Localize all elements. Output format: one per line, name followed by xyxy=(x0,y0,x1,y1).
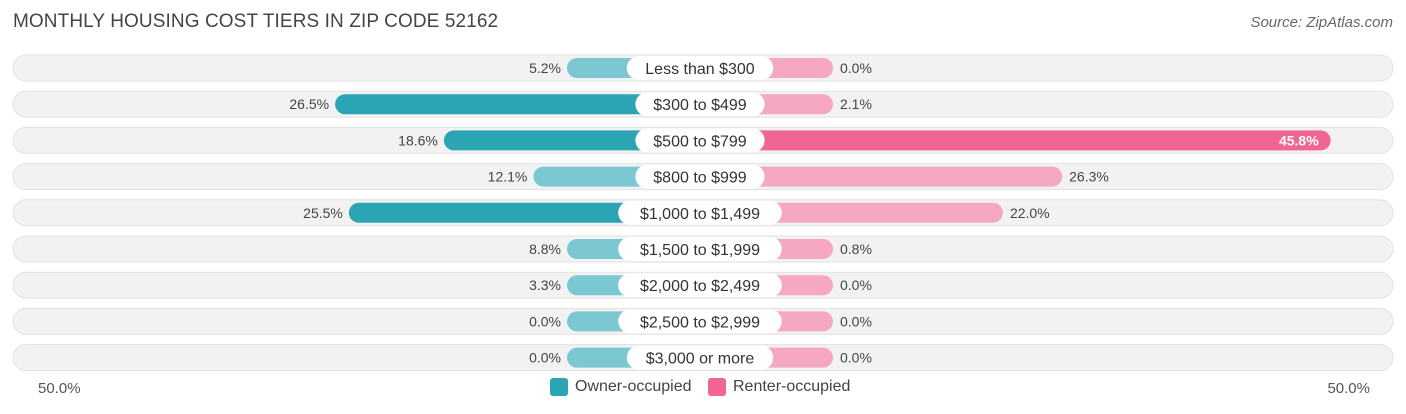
renter-value-label: 0.0% xyxy=(840,277,872,293)
category-label-pill xyxy=(626,345,774,370)
owner-value-label: 12.1% xyxy=(488,169,528,185)
category-label: $1,000 to $1,499 xyxy=(640,206,760,223)
category-label-pill xyxy=(635,92,765,117)
category-label-pill xyxy=(626,56,774,80)
renter-value-label: 22.0% xyxy=(1010,205,1050,221)
category-label: $500 to $799 xyxy=(653,133,747,150)
owner-bar xyxy=(348,202,700,223)
category-label: $2,500 to $2,999 xyxy=(640,314,760,331)
legend-label-owner: Owner-occupied xyxy=(575,378,692,395)
legend-item-owner: Owner-occupied xyxy=(550,378,692,396)
owner-value-label: 3.3% xyxy=(529,277,561,293)
owner-value-label: 25.5% xyxy=(303,205,343,221)
renter-value-label: 0.0% xyxy=(840,350,872,366)
renter-value-label: 0.0% xyxy=(840,60,872,76)
owner-value-label: 18.6% xyxy=(398,132,438,148)
category-label-pill xyxy=(635,164,765,189)
owner-value-label: 26.5% xyxy=(289,96,329,112)
category-label-pill xyxy=(618,237,782,261)
renter-bar xyxy=(700,166,1063,187)
category-label: $800 to $999 xyxy=(653,170,747,187)
legend-item-renter: Renter-occupied xyxy=(708,378,850,396)
legend-label-renter: Renter-occupied xyxy=(733,378,851,395)
owner-value-label: 0.0% xyxy=(529,350,561,366)
chart-title: MONTHLY HOUSING COST TIERS IN ZIP CODE 5… xyxy=(13,11,499,32)
renter-value-label: 0.0% xyxy=(840,313,872,329)
owner-bar xyxy=(335,94,700,115)
category-label-pill xyxy=(635,128,765,153)
renter-bar xyxy=(700,130,1331,151)
axis-left-label: 50.0% xyxy=(38,380,81,397)
owner-value-label: 8.8% xyxy=(529,241,561,257)
owner-value-label: 0.0% xyxy=(529,313,561,329)
renter-value-label: 26.3% xyxy=(1069,169,1109,185)
axis-right-label: 50.0% xyxy=(1327,380,1370,397)
legend: Owner-occupied Renter-occupied xyxy=(0,378,1406,400)
category-label-pill xyxy=(618,200,782,225)
category-label-pill xyxy=(618,309,782,334)
category-label: Less than $300 xyxy=(645,61,755,78)
owner-value-label: 5.2% xyxy=(529,60,561,76)
legend-swatch-renter xyxy=(708,378,726,396)
category-label-pill xyxy=(618,273,782,298)
renter-value-label: 45.8% xyxy=(1279,132,1319,148)
category-label: $1,500 to $1,999 xyxy=(640,242,760,259)
category-label: $2,000 to $2,499 xyxy=(640,278,760,295)
legend-swatch-owner xyxy=(550,378,568,396)
category-label: $3,000 or more xyxy=(646,351,755,368)
source-label: Source: ZipAtlas.com xyxy=(1250,14,1393,31)
category-label: $300 to $499 xyxy=(653,97,747,114)
renter-value-label: 2.1% xyxy=(840,96,872,112)
renter-value-label: 0.8% xyxy=(840,241,872,257)
owner-bar xyxy=(443,130,700,151)
